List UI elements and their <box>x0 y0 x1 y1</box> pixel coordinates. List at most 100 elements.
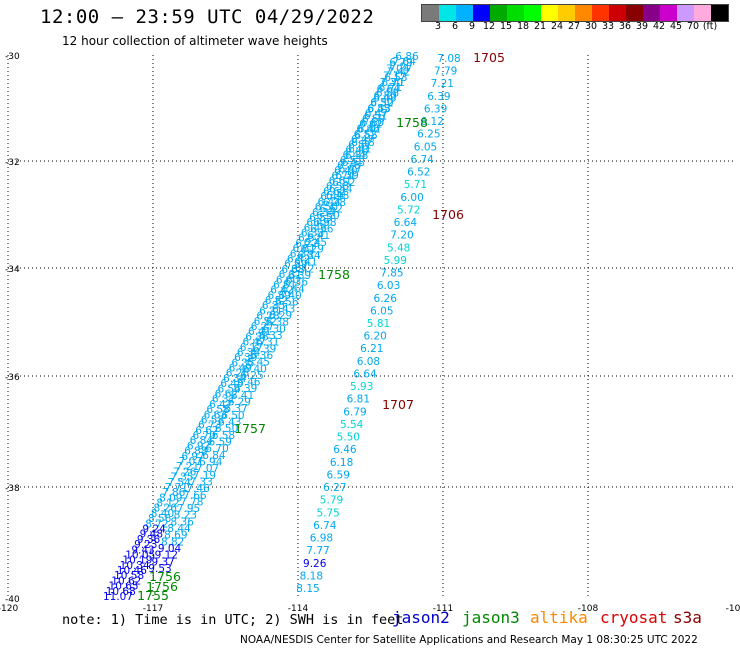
jason3-swh-value: 6.37 <box>224 403 247 415</box>
lon-label: -117 <box>143 604 163 614</box>
jason2-swh-value: 6.21 <box>360 343 383 355</box>
jason3-swh-value: 6.45 <box>304 237 327 249</box>
jason3-swh-value: 6.55 <box>326 181 349 193</box>
jason3-swh-value: 6.62 <box>215 389 238 401</box>
jason3-swh-value: 6.36 <box>245 331 269 343</box>
color-scale-label: 33 <box>601 21 615 32</box>
jason3-swh-value: 6.34 <box>312 207 336 219</box>
jason3-swh-value: 6.88 <box>184 446 207 458</box>
jason3-swh-value: 6.25 <box>240 370 263 382</box>
jason3-swh-value: 6.45 <box>367 104 390 116</box>
jason2-swh-value: 6.26 <box>374 293 398 305</box>
jason3-swh-value: 6.31 <box>256 337 279 349</box>
satellite-legend-jason2: jason2 <box>392 608 450 627</box>
jason3-swh-value: 10.34 <box>120 560 150 572</box>
jason3-swh-value: 6.42 <box>270 285 293 297</box>
jason3-swh-value: 6.61 <box>292 243 315 255</box>
jason3-swh-value: 6.54 <box>217 383 241 395</box>
jason3-swh-value: 6.35 <box>231 357 254 369</box>
color-scale-label: 70 <box>686 21 700 32</box>
jason3-swh-value: 8.72 <box>145 518 168 530</box>
jason3-swh-value: 7.19 <box>193 470 216 482</box>
jason3-swh-value: 6.47 <box>242 337 265 349</box>
jason3-swh-value: 6.39 <box>288 270 311 282</box>
jason2-swh-value: 8.15 <box>296 583 319 595</box>
jason3-swh-value: 6.30 <box>262 323 285 335</box>
jason3-swh-value: 6.48 <box>326 190 349 202</box>
jason3-swh-value: 6.51 <box>340 155 363 167</box>
jason3-swh-value: 9.04 <box>158 543 182 555</box>
jason3-swh-value: 6.35 <box>262 300 285 312</box>
jason3-swh-value: 6.62 <box>195 425 218 437</box>
color-swatch <box>643 5 660 21</box>
jason2-time-stamp: 1705 <box>473 50 505 65</box>
color-scale-label: 24 <box>550 21 564 32</box>
jason3-swh-value: 6.55 <box>354 130 377 142</box>
jason3-swh-value: 7.17 <box>383 70 406 82</box>
jason3-swh-value: 10.05 <box>125 549 155 561</box>
jason3-swh-value: 6.52 <box>254 316 277 328</box>
jason3-swh-value: 8.36 <box>171 516 195 528</box>
color-scale-label: 42 <box>652 21 666 32</box>
jason3-swh-value: 6.58 <box>212 430 235 442</box>
jason3-swh-value: 6.41 <box>294 257 317 269</box>
map-title: 12:00 – 23:59 UTC 04/29/2022 <box>40 6 375 28</box>
jason2-swh-value: 6.74 <box>410 154 434 166</box>
color-swatch <box>507 5 524 21</box>
jason2-swh-value: 8.18 <box>300 570 323 582</box>
jason3-swh-value: 6.36 <box>250 350 274 362</box>
color-swatch <box>711 5 728 21</box>
jason3-swh-value: 6.59 <box>284 259 307 271</box>
jason3-swh-value: 7.42 <box>387 67 410 79</box>
jason3-swh-value: 7.95 <box>177 503 200 515</box>
jason3-swh-value: 7.27 <box>390 61 413 73</box>
jason3-swh-value: 7.21 <box>176 461 199 473</box>
jason3-swh-value: 6.70 <box>192 430 215 442</box>
jason3-swh-value: 6.94 <box>199 456 223 468</box>
jason2-swh-value: 7.20 <box>390 230 413 242</box>
jason3-swh-value: 6.34 <box>297 250 321 262</box>
jason3-swh-value: 6.46 <box>304 222 328 234</box>
jason3-swh-value: 6.51 <box>348 139 371 151</box>
jason3-time-stamp: 1756 <box>146 579 178 594</box>
jason3-swh-value: 6.76 <box>337 160 361 172</box>
jason3-swh-value: 6.92 <box>187 440 210 452</box>
jason2-swh-value: 6.08 <box>357 356 380 368</box>
color-scale-label: 15 <box>499 21 513 32</box>
jason3-swh-value: 9.53 <box>148 563 171 575</box>
jason3-swh-value: 6.39 <box>335 170 358 182</box>
jason3-swh-value: 6.32 <box>370 98 393 110</box>
jason3-swh-value: 6.31 <box>279 269 302 281</box>
jason3-swh-value: 6.58 <box>376 87 399 99</box>
jason3-swh-value: 6.39 <box>234 383 257 395</box>
color-swatch <box>439 5 456 21</box>
satellite-legend-s3a: s3a <box>673 608 702 627</box>
jason2-swh-value: 6.05 <box>414 141 437 153</box>
lon-label: -10 <box>726 604 740 614</box>
jason3-swh-value: 7.33 <box>190 476 213 488</box>
jason3-swh-value: 6.42 <box>287 254 310 266</box>
jason3-swh-value: 6.84 <box>202 450 226 462</box>
jason3-swh-value: 8.26 <box>154 503 178 515</box>
jason3-swh-value: 9.24 <box>142 524 166 536</box>
jason3-swh-value: 6.39 <box>267 290 290 302</box>
jason3-swh-value: 7.35 <box>170 472 193 484</box>
color-swatch <box>575 5 592 21</box>
jason3-swh-value: 6.53 <box>368 103 391 115</box>
color-scale-label: 30 <box>584 21 598 32</box>
jason2-time-stamp: 1707 <box>382 397 414 412</box>
jason3-time-stamp: 1755 <box>137 588 169 603</box>
lat-label: -32 <box>5 158 20 168</box>
jason3-swh-value: 6.28 <box>256 311 279 323</box>
jason2-swh-value: 7.08 <box>437 53 460 65</box>
lon-label: -114 <box>288 604 309 614</box>
jason3-swh-value: 6.62 <box>359 119 382 131</box>
color-scale-label: 45 <box>669 21 683 32</box>
jason3-swh-value: 6.39 <box>234 352 257 364</box>
jason3-swh-value: 6.31 <box>212 394 235 406</box>
jason3-swh-value: 6.52 <box>354 129 377 141</box>
jason3-swh-value: 6.38 <box>266 317 289 329</box>
lat-label: -36 <box>5 373 20 383</box>
color-scale-label: 18 <box>516 21 530 32</box>
jason3-swh-value: 7.07 <box>196 463 219 475</box>
